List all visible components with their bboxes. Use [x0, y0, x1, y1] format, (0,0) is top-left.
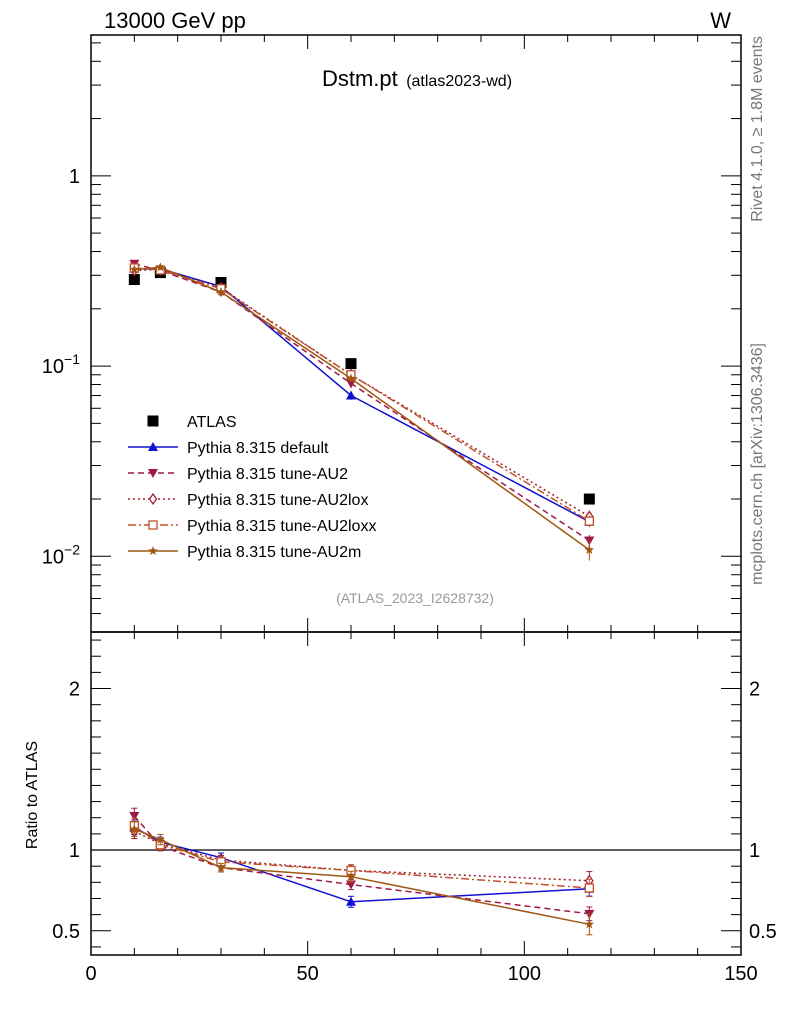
- legend-label-atlas: ATLAS: [187, 414, 237, 431]
- header-energy-label: 13000 GeV pp: [104, 8, 246, 33]
- y-tick-label: 10−1: [42, 351, 80, 378]
- series-pythia-8-315-tune-au2m-point: [584, 544, 595, 554]
- analysis-watermark: (ATLAS_2023_I2628732): [336, 590, 494, 606]
- series-pythia-8-315-default-point: [346, 390, 356, 400]
- ratio-tick-label-left: 2: [69, 679, 80, 701]
- series-layer: [128, 259, 595, 936]
- legend-pythia-8-315-tune-au2-label: Pythia 8.315 tune-AU2: [187, 466, 348, 483]
- legend: ATLAS Pythia 8.315 default Pythia 8.315 tu…: [128, 414, 376, 561]
- legend-pythia-8-315-tune-au2lox-marker: [148, 492, 158, 506]
- series-pythia-8-315-tune-au2m-point: [129, 264, 140, 274]
- legend-pythia-8-315-default-marker: [148, 442, 158, 451]
- x-tick-label: 100: [508, 963, 541, 985]
- ratio-tick-label-left: 1: [69, 840, 80, 862]
- y-tick-label: 10−2: [42, 541, 80, 568]
- plot-title: Dstm.pt (atlas2023-wd): [322, 66, 512, 91]
- legend-marker-atlas: [147, 415, 159, 427]
- ratio-axis-label: Ratio to ATLAS: [24, 741, 41, 849]
- ratio-tick-label-right: 1: [749, 840, 760, 862]
- series-pythia-8-315-tune-au2loxx-line: [134, 267, 590, 522]
- rivet-version-label: Rivet 4.1.0, ≥ 1.8M events: [749, 36, 766, 222]
- series-pythia-8-315-tune-au2m-ratio-point: [216, 862, 226, 872]
- legend-pythia-8-315-tune-au2loxx-marker: [148, 520, 158, 530]
- plot-title-main: Dstm.pt: [322, 66, 398, 91]
- series-pythia-8-315-tune-au2loxx-ratio-line: [133, 825, 590, 889]
- series-pythia-8-315-tune-au2-ratio-point: [346, 880, 356, 890]
- series-pythia-8-315-tune-au2-ratio-point: [129, 812, 140, 822]
- legend-pythia-8-315-default-label: Pythia 8.315 default: [187, 440, 329, 457]
- mcplots-label: mcplots.cern.ch [arXiv:1306.3436]: [749, 343, 766, 585]
- series-pythia-8-315-tune-au2m-point: [216, 287, 226, 297]
- x-tick-label: 50: [297, 963, 319, 985]
- frames: [90, 34, 742, 956]
- series-pythia-8-315-tune-au2loxx-point: [584, 516, 594, 526]
- legend-pythia-8-315-tune-au2-marker: [148, 469, 158, 478]
- ratio-panel-frame: [90, 631, 742, 956]
- series-pythia-8-315-tune-au2m-ratio-point: [584, 919, 595, 929]
- axis-ticks: 0 50 100 150 10−2 10−1 1 0.5 0.5 1 1 2 2: [42, 35, 777, 985]
- series-pythia-8-315-tune-au2loxx-ratio-point: [584, 883, 594, 893]
- series-pythia-8-315-tune-au2m-ratio-point: [129, 824, 140, 834]
- plot-subtitle: (atlas2023-wd): [406, 73, 512, 90]
- series-pythia-8-315-tune-au2m-ratio-point: [155, 834, 166, 844]
- ratio-tick-label-right: 2: [749, 679, 760, 701]
- legend-pythia-8-315-tune-au2m-label: Pythia 8.315 tune-AU2m: [187, 544, 361, 561]
- series-pythia-8-315-default-ratio-line: [133, 826, 590, 903]
- y-tick-label: 1: [69, 166, 80, 188]
- data-point-atlas: [583, 493, 595, 505]
- legend-pythia-8-315-tune-au2lox-label: Pythia 8.315 tune-AU2lox: [187, 492, 368, 509]
- data-point-atlas: [345, 358, 357, 370]
- x-tick-label: 0: [85, 963, 96, 985]
- ratio-tick-label-left: 0.5: [52, 921, 80, 943]
- series-pythia-8-315-tune-au2m-ratio-line: [134, 828, 590, 926]
- x-tick-label: 150: [724, 963, 757, 985]
- series-pythia-8-315-tune-au2m-ratio-point: [346, 871, 356, 881]
- series-pythia-8-315-default-ratio-point: [346, 896, 356, 906]
- ratio-tick-label-right: 0.5: [749, 921, 777, 943]
- series-pythia-8-315-default-line: [134, 267, 590, 523]
- data-point-atlas: [128, 274, 140, 286]
- series-pythia-8-315-tune-au2-ratio-line: [133, 815, 590, 915]
- main-panel-frame: [90, 34, 742, 633]
- series-pythia-8-315-tune-au2m-point: [346, 373, 356, 383]
- series-pythia-8-315-tune-au2m-point: [155, 262, 166, 272]
- legend-pythia-8-315-tune-au2m-marker: [148, 546, 158, 555]
- header-process-label: W: [710, 8, 731, 33]
- legend-pythia-8-315-tune-au2loxx-label: Pythia 8.315 tune-AU2loxx: [187, 518, 376, 535]
